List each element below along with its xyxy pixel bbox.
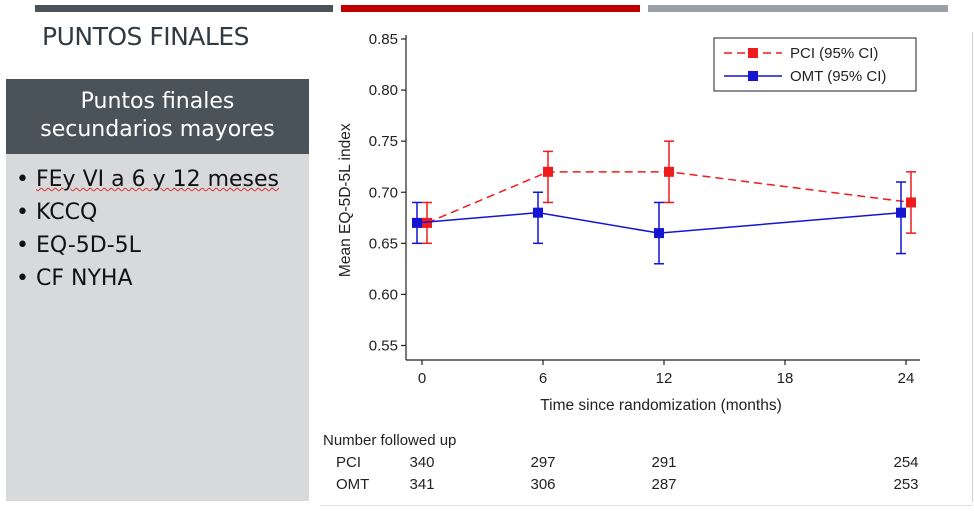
eq5d-chart-frame: 0.55 0.60 0.65 0.70 0.75 0.80 0.85 0 6 12 18 24 Time… — [320, 22, 974, 507]
y-tick-label: 0.65 — [369, 235, 398, 252]
bullet-icon: • — [16, 233, 29, 258]
data-point — [422, 217, 432, 228]
eq5d-chart: 0.55 0.60 0.65 0.70 0.75 0.80 0.85 0 6 12 18 24 Time… — [323, 31, 920, 493]
x-tick-label: 18 — [777, 370, 794, 387]
bullet-icon: • — [16, 167, 29, 192]
bullet-icon: • — [16, 200, 29, 225]
endpoint-item: • FEy VI a 6 y 12 meses — [16, 163, 279, 196]
endpoint-item: • CF NYHA — [16, 262, 279, 295]
data-point — [896, 207, 906, 218]
data-point — [664, 166, 674, 177]
chart-frame-edge — [320, 505, 973, 506]
followup-cell: 297 — [530, 454, 555, 471]
panel-header: Puntos finales secundarios mayores — [6, 79, 309, 154]
y-tick-label: 0.60 — [369, 286, 398, 303]
x-tick-label: 24 — [898, 370, 915, 387]
x-tick-label: 0 — [418, 370, 426, 387]
legend-label-pci: PCI (95% CI) — [790, 45, 878, 62]
legend-marker-omt — [748, 71, 758, 81]
y-axis-label: Mean EQ-5D-5L index — [337, 123, 354, 277]
legend-marker-pci — [748, 48, 758, 58]
chart-frame-edge — [972, 32, 973, 502]
top-accent-bar-light — [648, 5, 948, 12]
data-point — [906, 197, 916, 208]
followup-cell: 253 — [893, 476, 918, 493]
y-tick-label: 0.80 — [369, 82, 398, 99]
followup-cell: 254 — [893, 454, 918, 471]
followup-cell: 306 — [530, 476, 555, 493]
followup-cell: 287 — [651, 476, 676, 493]
followup-row-label: PCI — [336, 454, 361, 471]
endpoint-list: • FEy VI a 6 y 12 meses • KCCQ • EQ-5D-5L •… — [16, 163, 279, 295]
followup-cell: 341 — [409, 476, 434, 493]
data-point — [412, 217, 422, 228]
endpoint-item: • EQ-5D-5L — [16, 229, 279, 262]
followup-row-label: OMT — [336, 476, 369, 493]
y-tick-label: 0.85 — [369, 31, 398, 48]
followup-cell: 291 — [651, 454, 676, 471]
series-line-pci — [426, 171, 912, 224]
data-point — [543, 166, 553, 177]
data-point — [654, 228, 664, 239]
y-tick-label: 0.75 — [369, 133, 398, 150]
slide-title: PUNTOS FINALES — [42, 22, 250, 51]
followup-cell: 340 — [409, 454, 434, 471]
top-accent-bar-red — [341, 5, 640, 12]
legend-label-omt: OMT (95% CI) — [790, 68, 886, 85]
x-tick-label: 6 — [539, 370, 547, 387]
bullet-icon: • — [16, 266, 29, 291]
panel-header-line1: Puntos finales — [80, 89, 235, 114]
y-tick-label: 0.55 — [369, 338, 398, 355]
series-line-omt — [416, 211, 902, 234]
data-point — [533, 207, 543, 218]
panel-header-line2: secundarios mayores — [40, 117, 275, 142]
x-axis-label: Time since randomization (months) — [540, 397, 781, 414]
secondary-endpoints-panel: Puntos finales secundarios mayores • FEy … — [6, 79, 309, 501]
y-tick-label: 0.70 — [369, 184, 398, 201]
endpoint-item: • KCCQ — [16, 196, 279, 229]
followup-title: Number followed up — [323, 432, 456, 449]
x-tick-label: 12 — [656, 370, 673, 387]
top-accent-bar-gray — [35, 5, 333, 12]
legend-box — [713, 37, 917, 92]
